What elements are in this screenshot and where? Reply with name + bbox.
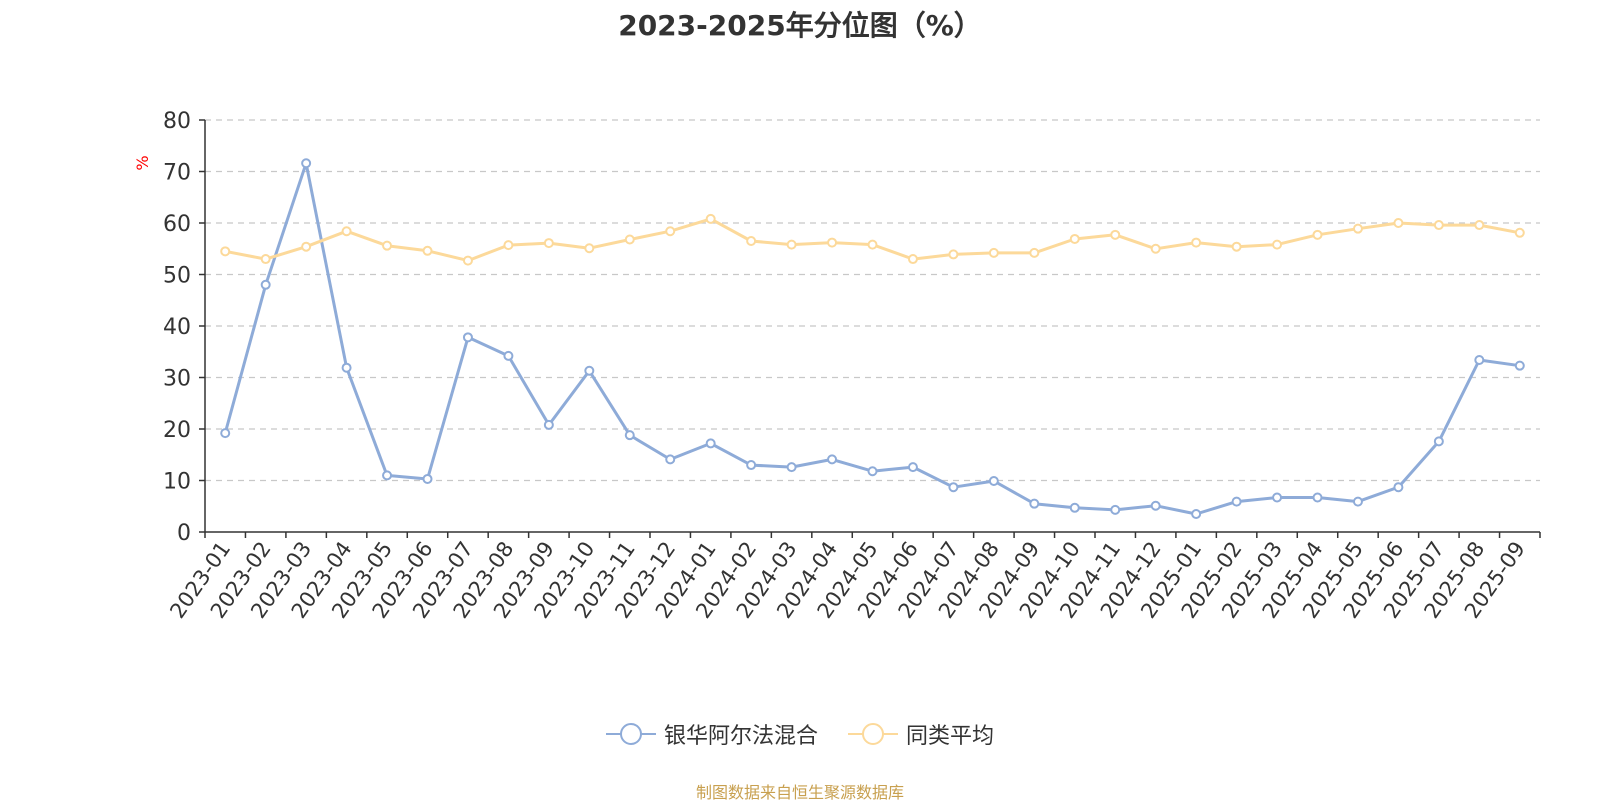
data-point: [746, 236, 757, 247]
y-tick-label: 0: [177, 521, 191, 546]
legend-swatch-peer-average-icon: [848, 723, 898, 745]
data-point: [948, 482, 959, 493]
data-point: [462, 332, 473, 343]
data-point: [705, 438, 716, 449]
data-point: [1352, 223, 1363, 234]
data-point: [301, 158, 312, 169]
data-point: [1312, 492, 1323, 503]
data-point: [827, 454, 838, 465]
legend-item-peer-average[interactable]: 同类平均: [848, 718, 994, 750]
y-tick-label: 10: [163, 470, 191, 495]
chart-title: 2023-2025年分位图（%）: [618, 9, 982, 42]
data-point: [341, 226, 352, 237]
series-fund: [220, 158, 1525, 519]
data-point: [341, 362, 352, 373]
data-point: [503, 350, 514, 361]
data-point: [1393, 482, 1404, 493]
data-point: [1110, 229, 1121, 240]
data-point: [867, 466, 878, 477]
data-point: [503, 240, 514, 251]
data-point: [462, 255, 473, 266]
data-point: [1191, 508, 1202, 519]
legend-label-peer-average: 同类平均: [906, 724, 995, 749]
y-tick-label: 20: [163, 418, 191, 443]
y-axis-unit-label: %: [133, 155, 152, 170]
data-point: [1231, 241, 1242, 252]
data-point: [746, 460, 757, 471]
grid-lines: [205, 119, 1540, 482]
data-point: [1474, 354, 1485, 365]
data-point: [543, 419, 554, 430]
data-point: [1069, 233, 1080, 244]
data-point: [1433, 220, 1444, 231]
series-peer-average: [220, 213, 1525, 266]
y-tick-label: 70: [163, 161, 191, 186]
data-point: [1393, 218, 1404, 228]
data-point: [867, 239, 878, 250]
data-point: [1029, 247, 1040, 258]
data-point: [260, 279, 271, 290]
data-point: [422, 473, 433, 484]
data-point: [1312, 229, 1323, 240]
y-tick-label: 60: [163, 212, 191, 237]
data-point: [1110, 504, 1121, 515]
data-point: [1352, 496, 1363, 507]
data-point: [1474, 220, 1485, 231]
data-point: [665, 454, 676, 465]
data-point: [1514, 360, 1525, 371]
data-point: [260, 254, 271, 265]
data-point: [907, 254, 918, 265]
data-point: [543, 238, 554, 249]
data-point: [382, 240, 393, 251]
source-note: 制图数据来自恒生聚源数据库: [695, 783, 904, 802]
series-lines: [220, 158, 1525, 519]
legend-label-fund: 银华阿尔法混合: [663, 724, 818, 749]
data-point: [665, 226, 676, 237]
data-point: [220, 428, 231, 439]
legend-swatch-fund-icon: [605, 723, 656, 745]
data-point: [1433, 436, 1444, 447]
data-point: [1272, 492, 1283, 503]
data-point: [907, 462, 918, 473]
data-point: [786, 239, 797, 250]
data-point: [827, 237, 838, 248]
data-point: [705, 213, 716, 224]
data-point: [1191, 237, 1202, 248]
data-point: [1231, 496, 1242, 507]
data-point: [1272, 239, 1283, 250]
data-point: [1029, 498, 1040, 509]
y-tick-label: 40: [163, 315, 191, 340]
data-point: [1150, 243, 1161, 254]
y-tick-label: 30: [163, 367, 191, 392]
data-point: [584, 365, 595, 376]
series-line: [223, 161, 1521, 516]
data-point: [1069, 502, 1080, 513]
y-tick-label: 80: [163, 109, 191, 134]
data-point: [624, 430, 635, 441]
axes: 010203040506070802023-012023-022023-0320…: [163, 109, 1541, 623]
data-point: [948, 249, 959, 260]
data-point: [1514, 227, 1525, 238]
data-point: [1150, 500, 1161, 511]
data-point: [301, 241, 312, 252]
data-point: [988, 247, 999, 258]
data-point: [584, 243, 595, 254]
data-point: [422, 245, 433, 256]
data-point: [220, 246, 231, 257]
data-point: [624, 234, 635, 245]
legend-item-fund[interactable]: 银华阿尔法混合: [605, 718, 818, 750]
data-point: [786, 462, 797, 473]
data-point: [382, 470, 393, 481]
legend: 银华阿尔法混合 同类平均: [0, 718, 1600, 750]
data-point: [988, 476, 999, 487]
y-tick-label: 50: [163, 264, 191, 289]
